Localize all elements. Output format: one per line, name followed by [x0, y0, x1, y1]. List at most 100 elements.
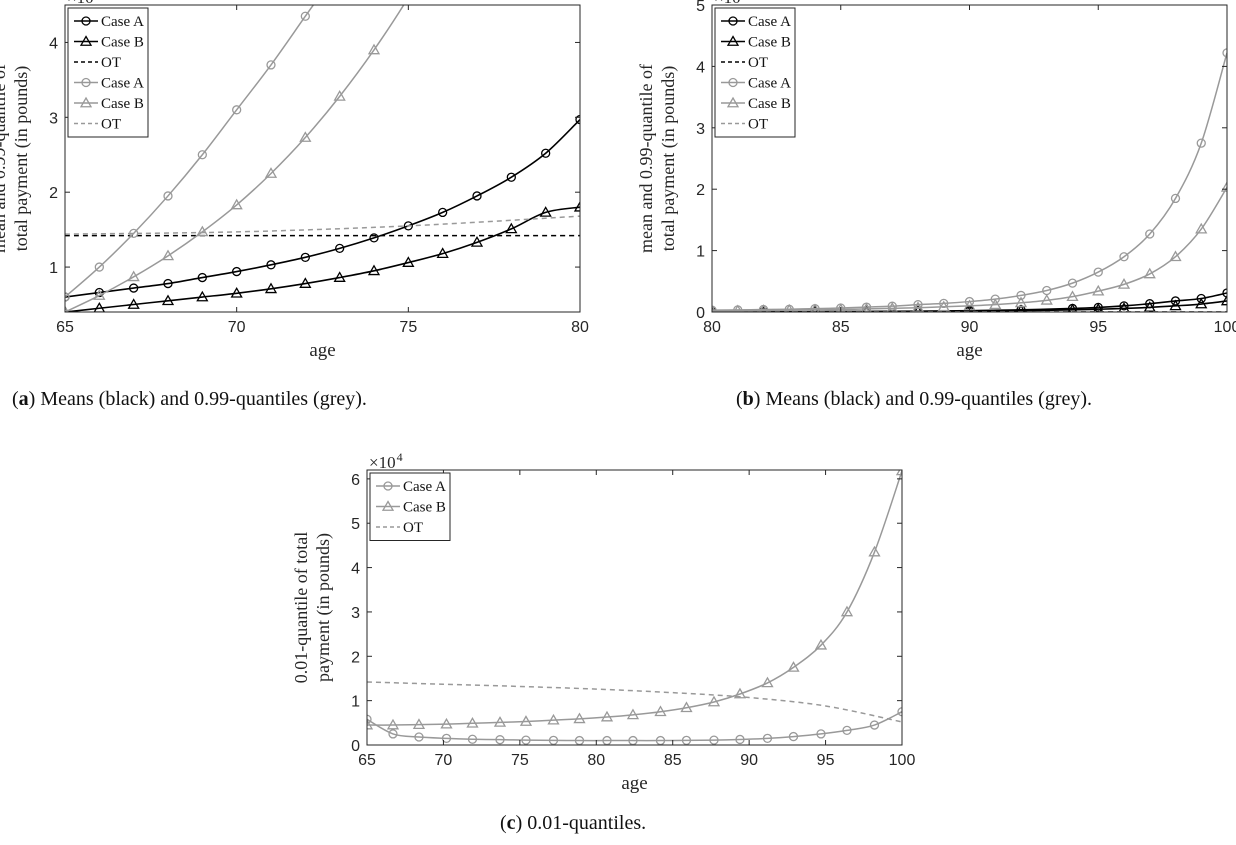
y-tick-label: 4 [351, 561, 360, 578]
x-axis-label: age [309, 340, 335, 361]
series-point [266, 60, 276, 70]
y-tick-label: 2 [351, 649, 360, 666]
series-point [129, 283, 139, 293]
series-point [1040, 294, 1053, 305]
series-point [712, 304, 717, 312]
series-point [94, 262, 104, 272]
series-group [65, 5, 580, 312]
y-tick-label: 5 [351, 516, 360, 533]
legend: Case A Case B OT Case A Case B OT [714, 7, 796, 138]
series-point [1014, 296, 1028, 308]
series-line-quantile-1 [367, 470, 902, 726]
series-group [367, 470, 902, 745]
legend-marker [728, 77, 738, 88]
series-point [1119, 301, 1129, 311]
series-point [197, 272, 207, 283]
series-point [1169, 250, 1182, 262]
series-point [1196, 138, 1206, 148]
legend: Case A Case B OT Case A Case B OT [67, 7, 149, 138]
caption-c-tag: c [506, 812, 516, 834]
y-axis-label-line: total payment (in pounds) [11, 66, 32, 251]
legend-label: Case A [748, 76, 791, 92]
series-point [412, 718, 426, 729]
series-point [761, 676, 774, 688]
series-point [264, 282, 278, 294]
series-point [299, 131, 312, 142]
series-point [519, 715, 533, 726]
series-point [402, 256, 415, 267]
y-tick-label: 4 [696, 59, 705, 76]
series-point [467, 734, 478, 744]
x-tick-label: 85 [664, 752, 682, 769]
series-point [1016, 290, 1026, 301]
series-point [759, 304, 768, 312]
series-line-mean-0 [65, 118, 580, 298]
x-tick-label: 95 [1089, 319, 1107, 336]
series-point [367, 264, 381, 276]
series-point [1169, 299, 1182, 311]
series-point [93, 289, 106, 300]
y-tick-label: 5 [696, 0, 705, 15]
series-point [386, 718, 400, 730]
series-point [65, 292, 70, 302]
series-point [470, 236, 484, 247]
series-point [1222, 288, 1227, 298]
series-point [762, 733, 773, 743]
y-axis-label-line: mean and 0.99-quantile of [636, 64, 656, 253]
y-axis-label-line: payment (in pounds) [313, 533, 334, 682]
series-point [709, 735, 719, 745]
legend-label: Case A [748, 14, 791, 30]
x-axis-label: age [621, 773, 647, 794]
legend-box [67, 7, 149, 138]
series-point [1195, 222, 1208, 234]
legend-label: Case B [101, 35, 144, 51]
legend-marker [81, 77, 91, 88]
caption-b-tag: b [742, 388, 754, 410]
series-line-quantile-4 [65, 5, 405, 312]
legend-label: Case B [748, 35, 791, 51]
legend-marker [79, 96, 93, 108]
series-point [1170, 296, 1181, 306]
series-point [1196, 293, 1206, 304]
series-point [299, 277, 312, 288]
series-point [369, 233, 379, 243]
caption-a-text: Means (black) and 0.99-quantiles (grey). [40, 388, 367, 410]
plot-area [65, 5, 580, 312]
series-point [266, 260, 276, 270]
series-point [733, 304, 743, 312]
series-point [230, 286, 243, 298]
y-axis-label-line: 0.01-quantile of total [291, 532, 311, 683]
series-point [127, 298, 140, 309]
series-point [93, 301, 106, 312]
legend-label: Case B [101, 96, 144, 112]
series-point [196, 290, 209, 302]
series-point [965, 304, 974, 312]
series-point [913, 299, 923, 310]
y-tick-label: 1 [696, 244, 705, 261]
series-point [1222, 48, 1227, 58]
series-point [1220, 294, 1227, 306]
x-tick-label: 100 [1214, 319, 1236, 336]
series-point [1118, 302, 1130, 312]
series-point [161, 294, 175, 306]
caption-c-text: 0.01-quantiles. [527, 812, 647, 834]
series-point [735, 734, 745, 745]
caption-a: (a) Means (black) and 0.99-quantiles (gr… [12, 388, 367, 410]
series-point [388, 729, 398, 739]
legend-label: Case A [101, 76, 144, 92]
axes-box [64, 4, 581, 313]
series-point [94, 287, 104, 298]
series-point [1067, 278, 1078, 288]
legend-marker [726, 35, 740, 46]
series-point [127, 270, 140, 282]
series-point [1220, 181, 1227, 192]
series-point [989, 298, 1002, 310]
y-tick-label: 2 [696, 182, 705, 199]
y-tick-label: 3 [351, 605, 360, 622]
series-point [990, 294, 1000, 304]
legend-label: Case B [403, 500, 446, 516]
series-line-mean-1 [65, 206, 580, 312]
series-point [897, 707, 902, 717]
